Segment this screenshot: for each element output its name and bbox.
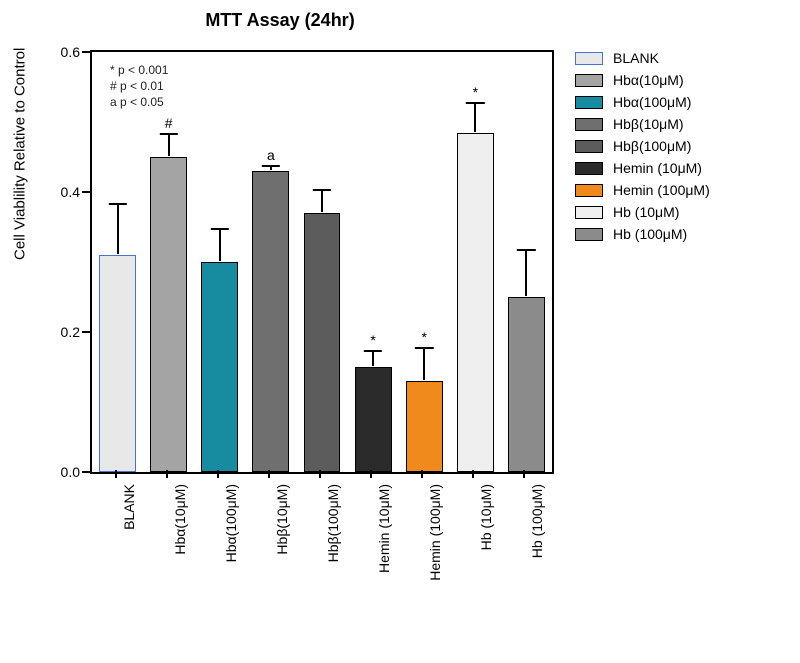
- x-tick-label: BLANK: [121, 484, 137, 530]
- x-tick: [421, 470, 423, 478]
- error-cap: [466, 102, 484, 104]
- significance-marker: a: [253, 147, 288, 163]
- y-tick: [82, 471, 90, 473]
- legend: BLANK Hbα(10μM) Hbα(100μM) Hbβ(10μM) Hbβ(100…: [575, 50, 710, 248]
- bar: [508, 297, 545, 472]
- legend-label: Hemin (10μM): [613, 160, 702, 176]
- legend-swatch: [575, 184, 603, 197]
- y-tick: [82, 191, 90, 193]
- legend-swatch: [575, 206, 603, 219]
- x-tick: [268, 470, 270, 478]
- bar: *: [406, 381, 443, 472]
- y-tick-label: 0.6: [42, 44, 80, 60]
- plot-area: #a*** 0.00.20.40.6: [90, 50, 554, 474]
- legend-item: Hb (100μM): [575, 226, 710, 242]
- chart-title: MTT Assay (24hr): [0, 10, 560, 31]
- x-tick: [166, 470, 168, 478]
- legend-item: Hbβ(100μM): [575, 138, 710, 154]
- error-bar: [321, 191, 323, 212]
- bar: [201, 262, 238, 472]
- error-bar: [117, 205, 119, 254]
- legend-label: Hbα(10μM): [613, 72, 684, 88]
- legend-swatch: [575, 52, 603, 65]
- y-tick-label: 0.2: [42, 324, 80, 340]
- significance-marker: *: [407, 329, 442, 345]
- pnote-line: a p < 0.05: [110, 94, 168, 110]
- x-tick: [523, 470, 525, 478]
- significance-marker: #: [151, 115, 186, 131]
- x-tick-label: Hb (10μM): [478, 484, 494, 550]
- y-tick-label: 0.0: [42, 464, 80, 480]
- error-cap: [108, 203, 126, 205]
- legend-swatch: [575, 228, 603, 241]
- x-tick: [319, 470, 321, 478]
- legend-item: BLANK: [575, 50, 710, 66]
- x-tick-label: Hemin (100μM): [427, 484, 443, 581]
- legend-swatch: [575, 74, 603, 87]
- error-cap: [159, 133, 177, 135]
- error-cap: [211, 228, 229, 230]
- bars-container: #a***: [92, 52, 552, 472]
- error-cap: [415, 347, 433, 349]
- error-cap: [517, 249, 535, 251]
- error-bar: [474, 104, 476, 132]
- bar: *: [457, 133, 494, 473]
- legend-item: Hemin (10μM): [575, 160, 710, 176]
- bar: #: [150, 157, 187, 472]
- x-tick-label: Hb (100μM): [529, 484, 545, 558]
- significance-key: * p < 0.001 # p < 0.01 a p < 0.05: [110, 62, 168, 111]
- legend-swatch: [575, 118, 603, 131]
- bar: [304, 213, 341, 472]
- bar: *: [355, 367, 392, 472]
- legend-label: Hemin (100μM): [613, 182, 710, 198]
- legend-item: Hbα(10μM): [575, 72, 710, 88]
- error-bar: [270, 167, 272, 171]
- legend-item: Hbβ(10μM): [575, 116, 710, 132]
- x-tick-label: Hbβ(100μM): [325, 484, 341, 562]
- legend-swatch: [575, 162, 603, 175]
- x-tick-label: Hbα(100μM): [223, 484, 239, 562]
- error-cap: [364, 350, 382, 352]
- significance-marker: *: [356, 332, 391, 348]
- x-tick: [217, 470, 219, 478]
- error-cap: [313, 189, 331, 191]
- legend-item: Hemin (100μM): [575, 182, 710, 198]
- legend-swatch: [575, 140, 603, 153]
- error-bar: [372, 352, 374, 366]
- legend-label: Hbα(100μM): [613, 94, 691, 110]
- error-bar: [219, 230, 221, 262]
- x-tick-label: Hemin (10μM): [376, 484, 392, 573]
- x-tick: [472, 470, 474, 478]
- bar: a: [252, 171, 289, 472]
- legend-item: Hbα(100μM): [575, 94, 710, 110]
- error-cap: [262, 165, 280, 167]
- legend-label: Hb (100μM): [613, 226, 687, 242]
- y-axis-label: Cell Viablility Relative to Control: [12, 48, 29, 260]
- x-tick-label: Hbα(10μM): [172, 484, 188, 555]
- y-tick-label: 0.4: [42, 184, 80, 200]
- legend-label: Hb (10μM): [613, 204, 679, 220]
- pnote-line: # p < 0.01: [110, 78, 168, 94]
- x-tick: [370, 470, 372, 478]
- bar: [99, 255, 136, 472]
- y-tick: [82, 51, 90, 53]
- legend-swatch: [575, 96, 603, 109]
- legend-label: Hbβ(10μM): [613, 116, 684, 132]
- error-bar: [423, 349, 425, 381]
- legend-label: Hbβ(100μM): [613, 138, 691, 154]
- x-tick: [115, 470, 117, 478]
- error-bar: [168, 135, 170, 156]
- error-bar: [525, 251, 527, 297]
- pnote-line: * p < 0.001: [110, 62, 168, 78]
- x-tick-label: Hbβ(10μM): [274, 484, 290, 555]
- legend-item: Hb (10μM): [575, 204, 710, 220]
- mtt-assay-chart: MTT Assay (24hr) Cell Viablility Relativ…: [0, 0, 800, 663]
- significance-marker: *: [458, 84, 493, 100]
- y-tick: [82, 331, 90, 333]
- legend-label: BLANK: [613, 50, 659, 66]
